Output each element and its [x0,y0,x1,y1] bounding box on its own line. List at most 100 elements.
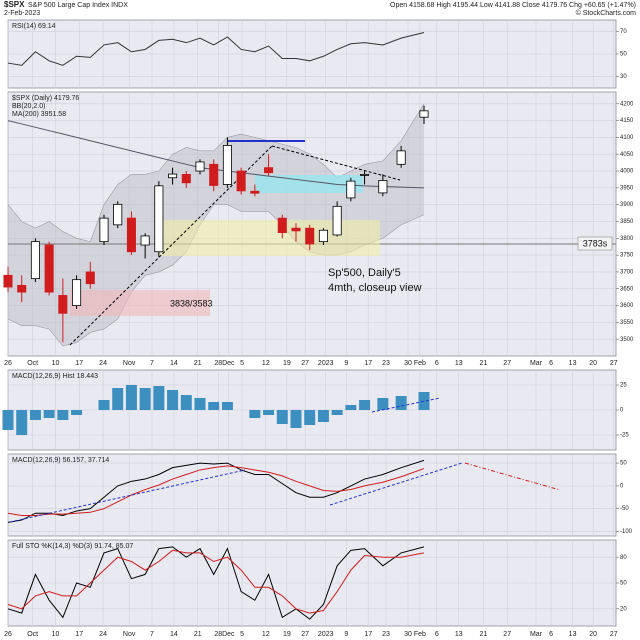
candle-body [126,217,136,253]
y-tick-label: 0 [620,483,624,489]
y-tick-label: 3550 [620,320,634,326]
hist-bar [304,410,316,425]
x-tick-label: 17 [364,360,372,367]
y-tick-label: -50 [620,506,629,512]
x-tick-label: Feb [414,631,426,638]
hist-bar [377,398,389,410]
x-tick-label: 13 [455,631,463,638]
x-tick-label: 9 [344,360,348,367]
y-tick-label: 3750 [620,253,634,259]
x-tick-label: 30 [404,360,412,367]
x-tick-label: 17 [75,631,83,638]
y-tick-label: 50 [620,52,627,58]
panel-title: MACD(12,26,9) Hist 18.443 [12,373,98,380]
hist-bar [98,400,110,410]
panel [7,453,617,537]
x-tick-label: 13 [569,360,577,367]
band-area [8,103,424,346]
x-tick-label: Oct [27,360,38,367]
candle-body [236,170,246,192]
annotation: Sp'500, Daily'5 [328,267,401,279]
x-tick-label: Mar [530,360,543,367]
candle-body [264,167,274,174]
hist-bar [2,410,14,430]
x-tick-label: 27 [503,631,511,638]
x-tick-label: 7 [150,360,154,367]
x-tick-label: 14 [170,360,178,367]
x-tick-label: Nov [123,360,136,367]
hist-bar [290,410,302,428]
x-tick-label: 21 [480,631,488,638]
x-tick-label: 6 [549,631,553,638]
y-tick-label: 4150 [620,118,634,124]
x-tick-label: 27 [610,631,618,638]
candle-body [222,145,232,185]
x-tick-label: 27 [301,631,309,638]
x-tick-label: 5 [240,631,244,638]
y-tick-label: 3950 [620,185,634,191]
candle-body [140,235,150,246]
panel-title: Full STO %K(14,3) %D(3) 91.74, 85.07 [12,543,133,550]
hist-bar [180,395,192,410]
x-tick-label: 20 [589,631,597,638]
candle-body [209,163,219,186]
x-tick-label: 24 [99,360,107,367]
ma-line [7,120,425,189]
y-tick-label: 3500 [620,337,634,343]
candle-body [72,279,82,306]
x-tick-label: Mar [530,631,543,638]
x-tick-label: 9 [344,631,348,638]
hist-bar [112,388,124,410]
x-tick-label: 19 [283,360,291,367]
x-tick-label: 23 [382,360,390,367]
x-tick-label: 21 [480,360,488,367]
candle-body [250,190,260,194]
hist-bar [194,398,206,410]
hist-bar [317,410,329,422]
y-tick-label: -100 [620,529,633,535]
candle-body [30,241,40,280]
hist-bar [208,402,220,410]
annotation-box [577,236,613,251]
y-tick-label: 20 [620,606,627,612]
candle-body [346,180,356,199]
candle-body [85,271,95,285]
x-tick-label: 17 [364,631,372,638]
hist-bar [276,410,288,424]
x-tick-label: Nov [123,631,136,638]
x-tick-label: 12 [262,360,270,367]
hist-bar [29,410,41,420]
series-line [7,465,425,516]
candle-body [318,229,328,243]
zone-box [70,290,210,316]
candle-body [419,110,429,118]
candle-body [195,161,205,172]
hist-bar [263,410,275,415]
y-tick-label: 4000 [620,169,634,175]
trend-line [371,397,441,413]
hist-bar [221,402,233,410]
candle-body [17,284,27,293]
date: 2-Feb-2023 [4,10,40,17]
x-tick-label: 30 [404,631,412,638]
hist-bar [139,388,151,410]
hist-bar [16,410,28,435]
y-tick-label: 80 [620,555,627,561]
hist-bar [395,396,407,410]
annotation: 4mth, closeup view [328,282,422,294]
x-tick-label: 27 [610,360,618,367]
y-tick-label: 30 [620,74,627,80]
candle-body [113,203,123,226]
hist-bar [57,410,69,420]
y-tick-label: -25 [620,433,629,439]
hist-bar [167,390,179,410]
panel-title: RSI(14) 69.14 [12,23,56,30]
y-tick-label: 50 [620,581,627,587]
candle-body [181,173,191,184]
credit: © StockCharts.com [576,9,637,17]
y-tick-label: 4050 [620,152,634,158]
candle-body [378,180,388,194]
x-tick-label: 2023 [318,631,334,638]
y-tick-label: 3900 [620,202,634,208]
x-tick-label: 21 [194,360,202,367]
